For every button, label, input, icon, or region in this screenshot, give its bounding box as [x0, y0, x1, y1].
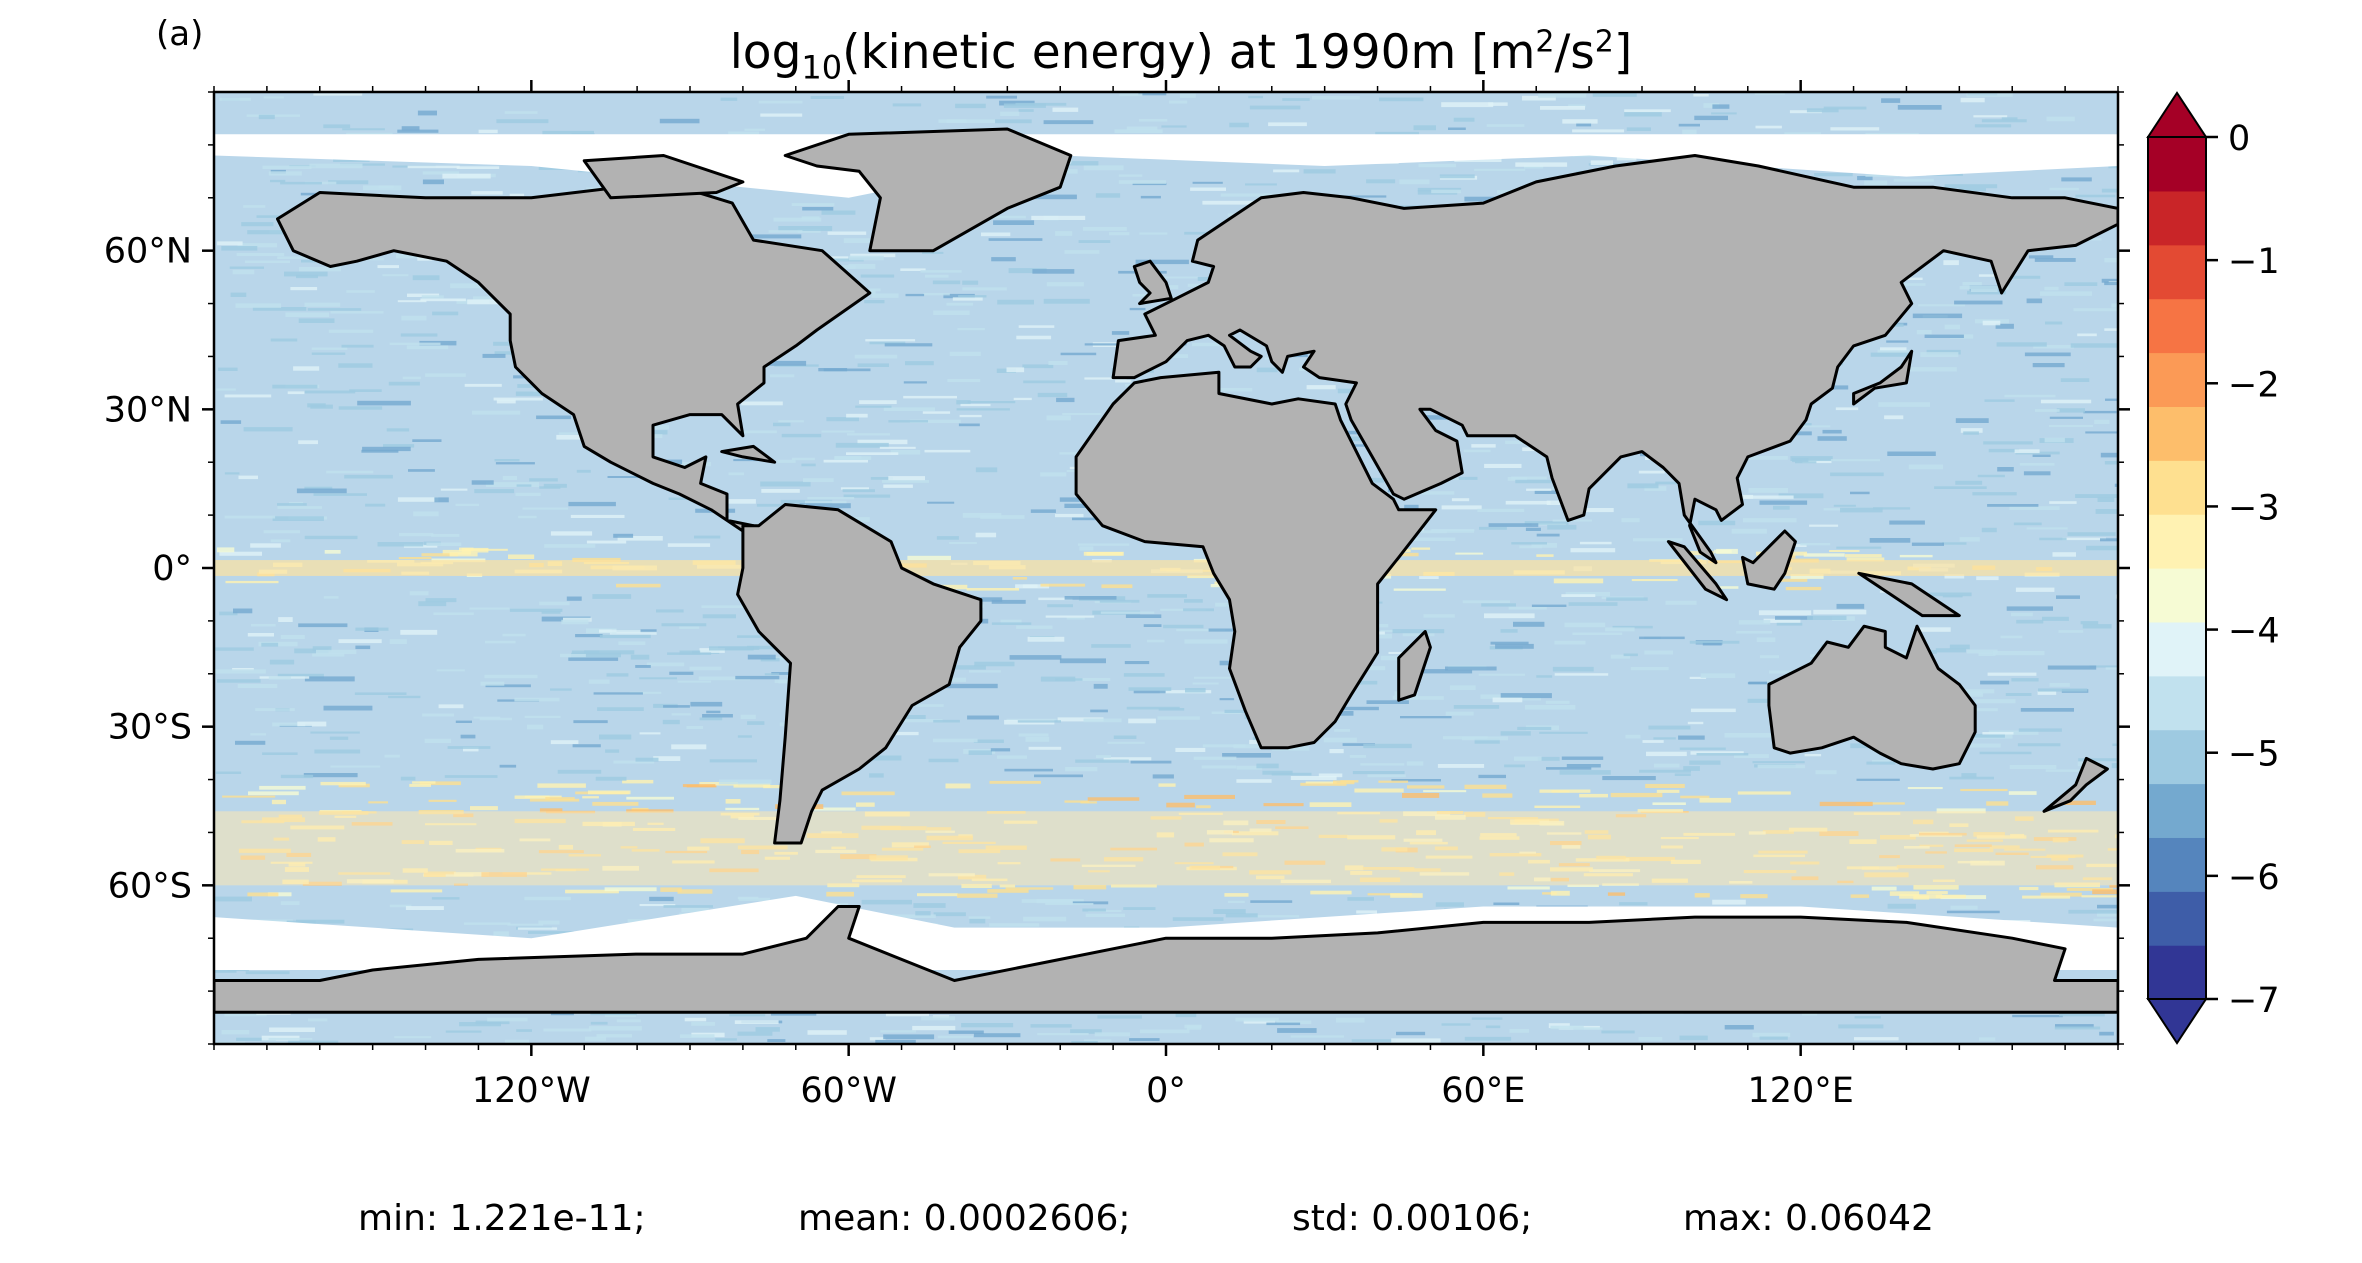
landmass — [276, 180, 872, 533]
colorbar-tick-label: −3 — [2228, 488, 2280, 528]
stat-min: min: 1.221e-11; — [358, 1198, 646, 1239]
landmass — [1857, 571, 1961, 618]
landmass — [783, 127, 1073, 253]
colorbar-segment — [2148, 298, 2206, 354]
colorbar-segment — [2148, 352, 2206, 407]
lat-tick-label: 60°N — [104, 232, 192, 272]
colorbar-segment — [2148, 406, 2206, 461]
landmass — [1741, 529, 1797, 591]
colorbar-segment — [2148, 891, 2206, 946]
map-plot-area: 120°W 60°W 0° 60°E 120°E 60°N 30°N 0° 30°S 60°S — [104, 80, 2130, 1111]
colorbar-tick-label: −7 — [2228, 981, 2280, 1021]
colorbar-tick-label: −4 — [2228, 612, 2280, 652]
lat-tick-label: 30°N — [104, 390, 192, 430]
landmass — [1767, 624, 1977, 771]
colorbar-extend-max — [2146, 91, 2208, 138]
stat-max: max: 0.06042 — [1683, 1198, 1934, 1239]
stat-std: std: 0.00106; — [1292, 1198, 1533, 1239]
colorbar: 0 −1 −2 −3 −4 −5 −6 −7 — [2146, 91, 2280, 1045]
lon-tick-label: 120°E — [1747, 1071, 1853, 1111]
landmass — [736, 503, 983, 845]
landmass — [2042, 756, 2109, 813]
colorbar-segment — [2148, 190, 2206, 246]
colorbar-segment — [2148, 783, 2206, 838]
landmass — [214, 905, 2118, 1014]
lon-tick-label: 0° — [1146, 1071, 1186, 1111]
colorbar-segment — [2148, 460, 2206, 515]
colorbar-tick-label: −2 — [2228, 365, 2280, 405]
colorbar-segment — [2148, 568, 2206, 623]
colorbar-tick-label: −6 — [2228, 858, 2280, 898]
landmass — [1397, 630, 1432, 702]
colorbar-segment — [2148, 137, 2206, 192]
lat-tick-label: 30°S — [108, 708, 192, 748]
lat-tick-label: 0° — [152, 549, 192, 589]
lon-tick-label: 60°W — [800, 1071, 897, 1111]
colorbar-segment — [2148, 729, 2206, 785]
colorbar-segment — [2148, 945, 2206, 1000]
stat-mean: mean: 0.0002606; — [798, 1198, 1131, 1239]
landmass — [1074, 370, 1438, 750]
colorbar-segment — [2148, 244, 2206, 300]
landmass — [1111, 154, 2118, 565]
colorbar-segment — [2148, 514, 2206, 569]
landmass — [720, 444, 777, 464]
colorbar-segment — [2148, 621, 2206, 677]
continents — [214, 127, 2118, 1014]
lon-tick-label: 60°E — [1441, 1071, 1525, 1111]
landmass — [582, 154, 745, 200]
lat-tick-label: 60°S — [108, 866, 192, 906]
colorbar-segment — [2148, 837, 2206, 892]
panel-label: (a) — [156, 14, 204, 54]
colorbar-extend-min — [2146, 998, 2208, 1045]
colorbar-tick-label: −1 — [2228, 242, 2280, 282]
lon-tick-label: 120°W — [472, 1071, 591, 1111]
landmass — [1132, 259, 1173, 306]
figure-title: log10(kinetic energy) at 1990m [m2/s2] — [729, 24, 1633, 87]
colorbar-segment — [2148, 675, 2206, 731]
landmass — [1666, 540, 1729, 602]
colorbar-tick-label: 0 — [2228, 119, 2250, 159]
colorbar-tick-label: −5 — [2228, 735, 2280, 775]
landmass — [1852, 349, 1914, 406]
